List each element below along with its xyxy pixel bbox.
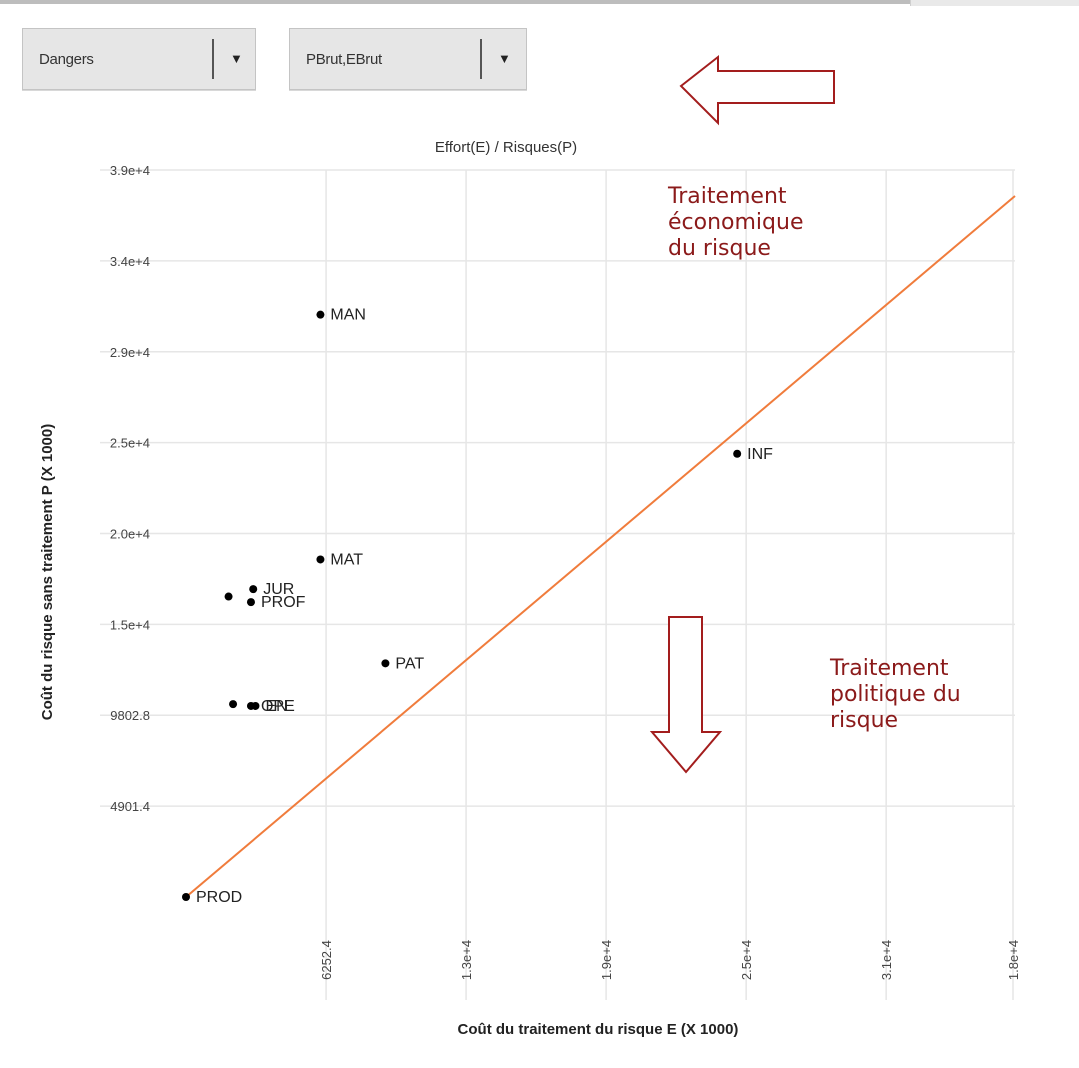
x-axis-label: Coût du traitement du risque E (X 1000) <box>458 1021 739 1038</box>
point-label: PROF <box>261 594 306 611</box>
data-point <box>249 585 258 594</box>
left-arrow-icon <box>679 54 835 126</box>
point-label: INF <box>747 446 773 463</box>
annotation-line: risque <box>830 708 899 733</box>
point-label: EN <box>265 698 287 715</box>
x-tick-label: 1.8e+4 <box>1006 940 1021 980</box>
corner-tab <box>910 0 1079 6</box>
chevron-down-icon[interactable]: ▼ <box>498 51 511 66</box>
y-tick-label: 2.0e+4 <box>110 527 150 542</box>
dropdown-separator <box>480 39 482 79</box>
y-tick-label: 9802.8 <box>110 708 150 723</box>
data-point <box>251 701 260 710</box>
data-point <box>182 893 190 901</box>
point-label: JUR <box>263 581 294 598</box>
data-point <box>316 555 325 564</box>
y-tick-label: 1.5e+4 <box>110 617 150 632</box>
dangers-dropdown-value: Dangers <box>39 51 94 68</box>
x-tick-label: 3.1e+4 <box>879 940 894 980</box>
data-point <box>224 592 233 601</box>
top-border <box>0 0 1079 4</box>
data-point <box>381 659 390 668</box>
chevron-down-icon[interactable]: ▼ <box>230 51 243 66</box>
point-label: MAN <box>330 307 366 324</box>
data-point <box>229 700 238 709</box>
y-tick-label: 2.5e+4 <box>110 436 150 451</box>
x-tick-label: 6252.4 <box>319 940 334 980</box>
annotation-line: économique <box>668 210 804 235</box>
annotation-line: politique du <box>830 682 961 707</box>
annotation-line: du risque <box>668 236 771 261</box>
point-label: MAT <box>330 551 363 568</box>
dangers-dropdown[interactable]: Dangers ▼ <box>22 28 256 90</box>
x-tick-label: 1.3e+4 <box>459 940 474 980</box>
x-tick-label: 2.5e+4 <box>739 940 754 980</box>
annotation-economic: Traitement économique du risque <box>668 184 803 262</box>
point-label: PROD <box>196 889 242 906</box>
data-point <box>246 598 255 607</box>
point-label: PAT <box>395 655 424 672</box>
annotation-political: Traitement politique du risque <box>830 656 961 734</box>
y-axis-label: Coût du risque sans traitement P (X 1000… <box>39 424 56 720</box>
x-tick-label: 1.9e+4 <box>599 940 614 980</box>
chart-title: Effort(E) / Risques(P) <box>435 139 577 156</box>
down-arrow-icon <box>649 616 723 774</box>
data-point <box>733 449 742 458</box>
annotation-line: Traitement <box>668 184 787 209</box>
reference-line <box>185 195 1016 898</box>
y-tick-label: 4901.4 <box>110 799 150 814</box>
point-label: OPE <box>261 698 295 715</box>
annotation-line: Traitement <box>830 656 949 681</box>
y-tick-label: 3.9e+4 <box>110 163 150 178</box>
data-point <box>316 310 325 319</box>
y-tick-label: 2.9e+4 <box>110 345 150 360</box>
dropdown-separator <box>212 39 214 79</box>
axes-dropdown[interactable]: PBrut,EBrut ▼ <box>289 28 527 90</box>
y-tick-label: 3.4e+4 <box>110 254 150 269</box>
axes-dropdown-value: PBrut,EBrut <box>306 51 382 68</box>
